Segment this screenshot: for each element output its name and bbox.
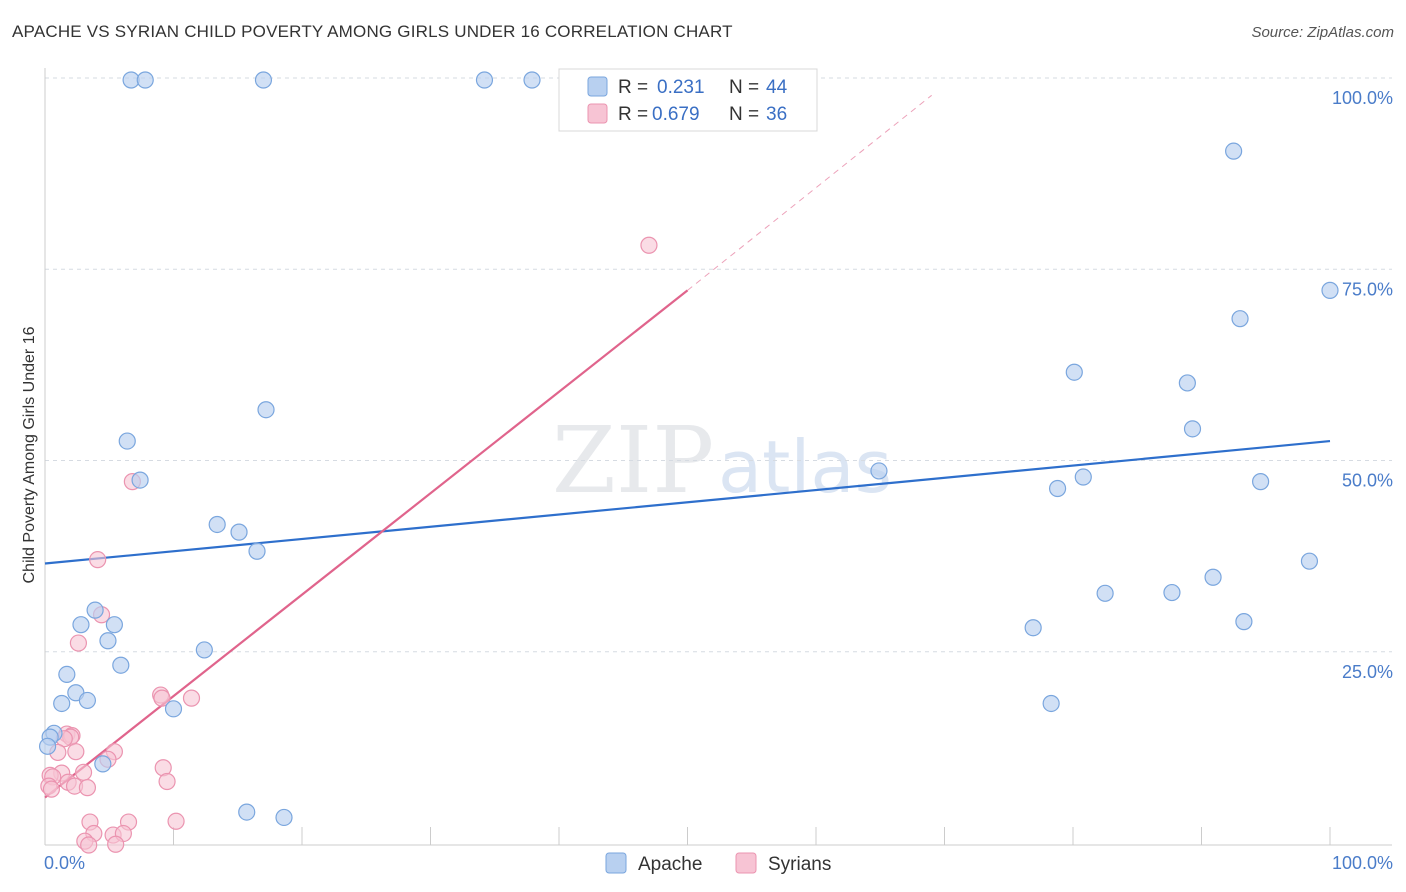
y-tick-label-75: 75.0%: [1342, 279, 1393, 299]
syrian-point-2: [89, 551, 107, 569]
apache-point-44: [275, 808, 293, 827]
apache-point-7: [1231, 310, 1249, 328]
apache-legend-swatch: [587, 76, 608, 97]
apache-point-9: [1178, 374, 1196, 392]
apache-point-18: [208, 515, 226, 534]
syrian-point-17: [74, 763, 93, 781]
watermark-atlas: atlas: [718, 425, 892, 509]
apache-point-27: [86, 601, 104, 619]
tick-labels: 25.0% 50.0% 75.0% 100.0% 0.0% 100.0%: [44, 88, 1393, 873]
syrian-point-26: [42, 780, 61, 798]
apache-point-4: [523, 71, 541, 89]
y-tick-label-100: 100.0%: [1332, 88, 1393, 108]
syrian-point-34: [107, 835, 125, 853]
apache-point-22: [1204, 568, 1222, 586]
apache-r-value: 0.231: [657, 77, 705, 98]
apache-point-14: [1074, 468, 1092, 486]
y-tick-label-25: 25.0%: [1342, 662, 1393, 682]
bottom-legend-apache-swatch: [605, 852, 627, 874]
syrian-r-label: R =: [618, 104, 648, 125]
apache-point-12: [1183, 420, 1202, 438]
apache-point-17: [131, 471, 149, 489]
apache-point-13: [870, 462, 888, 480]
apache-point-1: [136, 71, 154, 89]
syrian-n-value: 36: [766, 104, 787, 125]
bottom-legend-apache-label: Apache: [638, 854, 702, 875]
bottom-legend-syrians-swatch: [735, 852, 757, 874]
syrian-point-0: [640, 236, 658, 254]
apache-point-32: [112, 656, 130, 674]
syrian-point-21: [158, 772, 176, 791]
apache-point-28: [72, 616, 90, 634]
syrian-point-35: [80, 836, 98, 854]
apache-point-24: [1163, 583, 1181, 602]
apache-point-2: [254, 71, 273, 89]
apache-point-30: [99, 632, 117, 650]
apache-point-5: [1225, 142, 1243, 160]
y-axis-label: Child Poverty Among Girls Under 16: [21, 326, 38, 583]
apache-point-29: [105, 616, 123, 634]
source-label: Source: ZipAtlas.com: [1251, 24, 1394, 41]
apache-point-11: [118, 432, 136, 450]
x-tick-label-right: 100.0%: [1332, 853, 1393, 873]
x-tick-label-left: 0.0%: [44, 853, 85, 873]
bottom-legend: Apache Syrians: [605, 852, 831, 875]
chart-title: APACHE VS SYRIAN CHILD POVERTY AMONG GIR…: [12, 22, 733, 41]
apache-point-31: [195, 641, 213, 659]
apache-points: [38, 71, 1339, 827]
syrian-r-value: 0.679: [652, 104, 700, 125]
y-tick-label-50: 50.0%: [1342, 471, 1393, 491]
apache-point-26: [1024, 619, 1042, 637]
apache-point-33: [58, 665, 76, 684]
apache-point-23: [1096, 584, 1114, 602]
apache-n-label: N =: [729, 77, 759, 98]
apache-point-8: [1065, 363, 1083, 381]
apache-r-label: R =: [618, 77, 648, 98]
apache-point-10: [257, 401, 275, 419]
syrian-points: [40, 236, 658, 854]
syrian-point-28: [167, 812, 185, 830]
syrian-point-4: [69, 634, 88, 652]
apache-point-42: [94, 755, 112, 773]
syrian-point-13: [67, 743, 85, 761]
syrian-point-6: [153, 689, 171, 707]
apache-point-19: [230, 523, 248, 541]
bottom-legend-syrians-label: Syrians: [768, 854, 831, 875]
apache-point-38: [1042, 694, 1060, 713]
syrian-point-7: [182, 689, 201, 707]
apache-point-16: [1252, 473, 1270, 491]
syrian-n-label: N =: [729, 104, 759, 125]
apache-point-35: [78, 691, 97, 710]
apache-point-6: [1321, 281, 1339, 299]
apache-point-3: [475, 71, 494, 89]
apache-point-15: [1048, 479, 1067, 498]
apache-n-value: 44: [766, 77, 788, 98]
syrian-legend-swatch: [587, 103, 608, 124]
syrian-point-24: [78, 779, 97, 797]
apache-point-36: [53, 694, 71, 713]
apache-point-25: [1235, 613, 1253, 631]
apache-point-37: [164, 700, 183, 718]
grid-lines: [45, 77, 1392, 653]
syrian-trend-extension: [687, 94, 932, 291]
apache-point-43: [238, 803, 256, 821]
apache-point-21: [1300, 552, 1319, 570]
stats-legend: R = 0.231 N = 44 R = 0.679 N = 36: [558, 68, 818, 132]
apache-point-41: [38, 737, 57, 755]
axes: [44, 68, 1392, 846]
syrian-trend-line: [44, 289, 689, 799]
apache-point-20: [248, 542, 266, 560]
